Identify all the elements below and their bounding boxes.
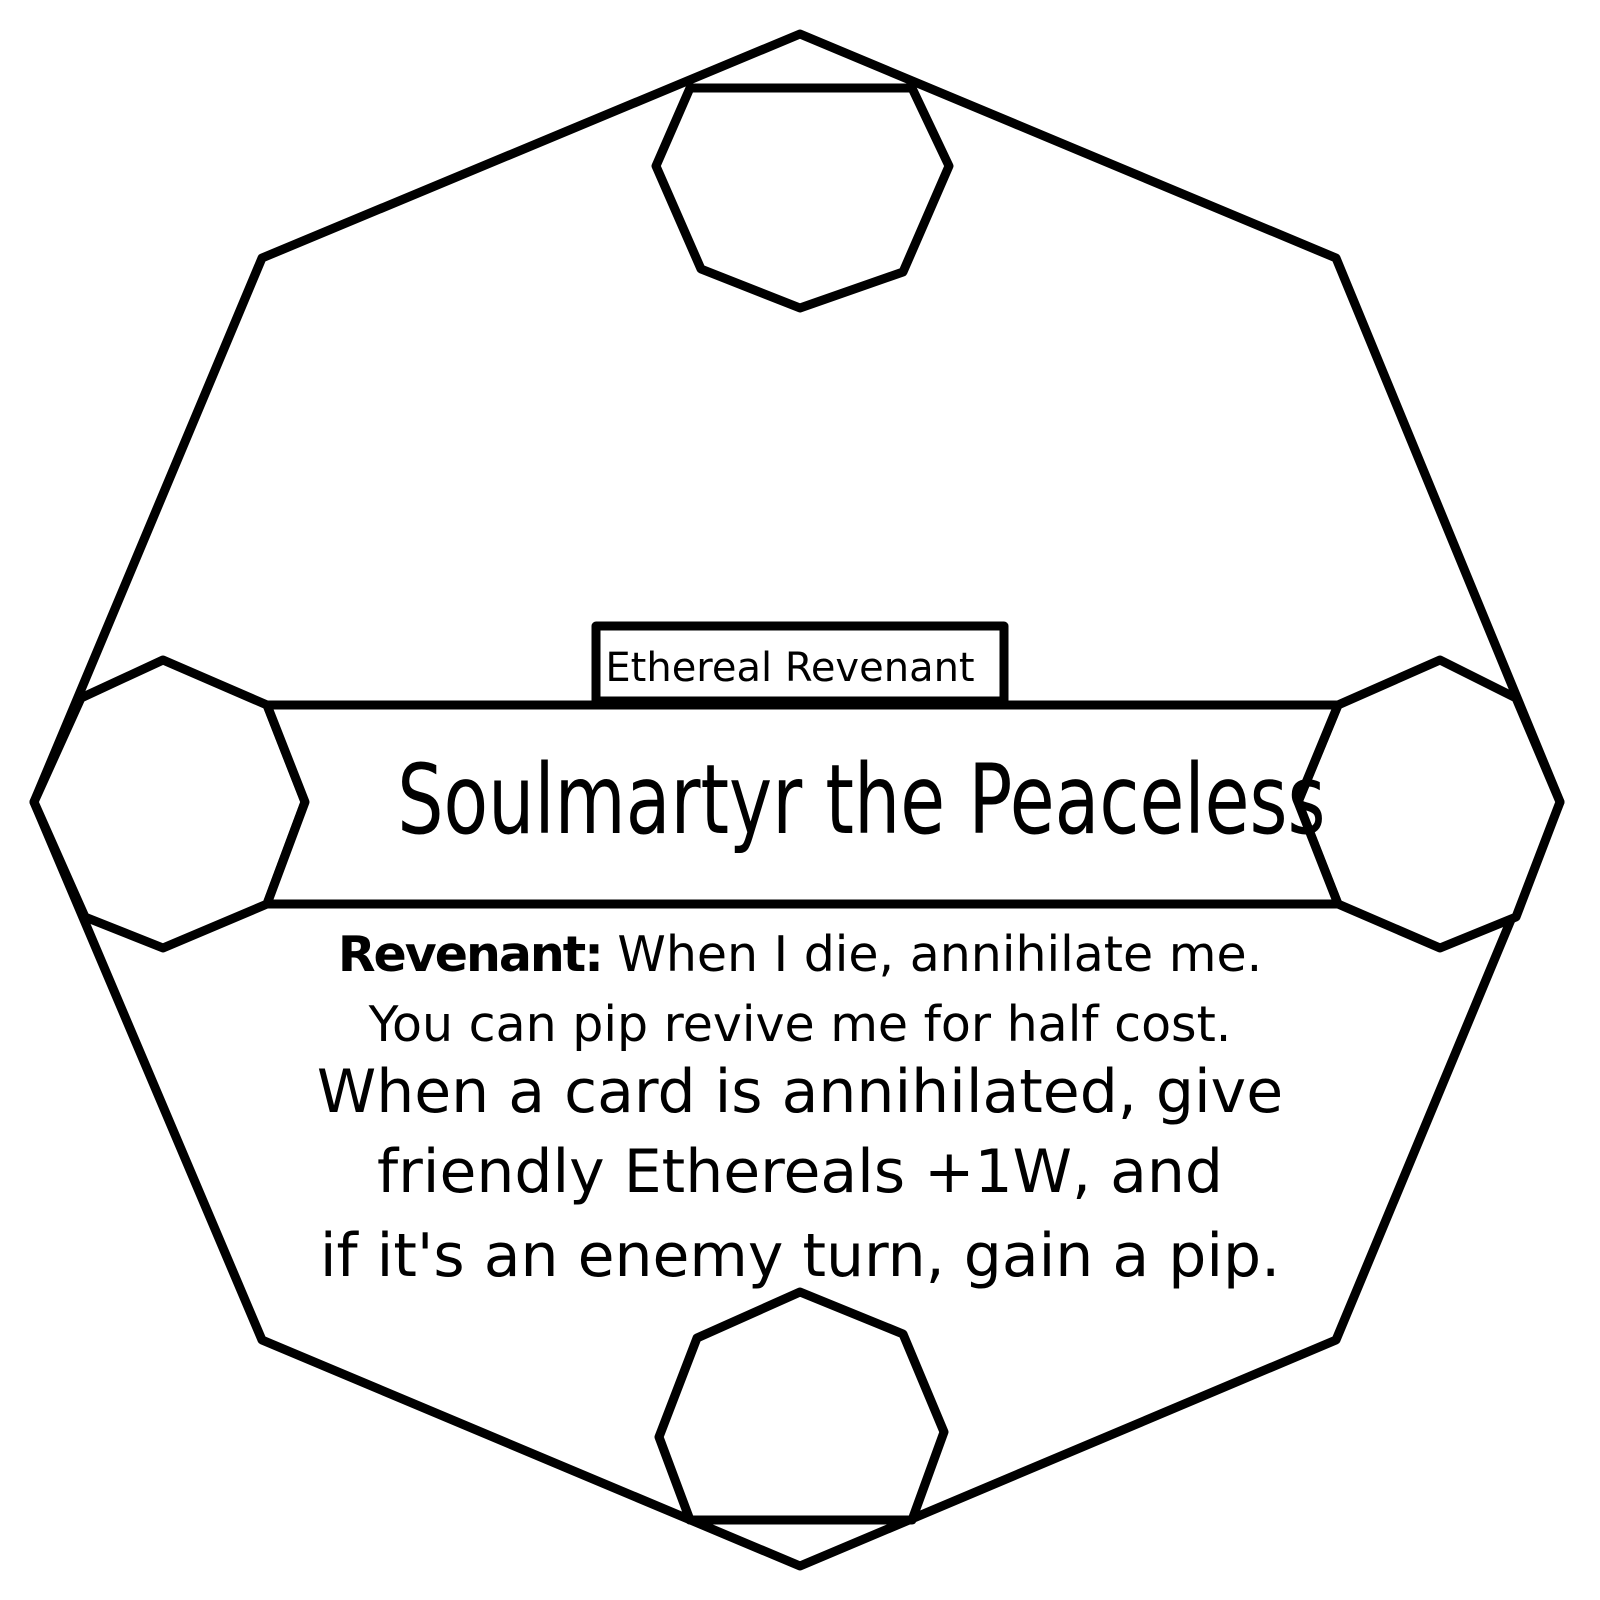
ability-line-1: Revenant: When I die, annihilate me.: [160, 930, 1440, 979]
ability-text: When I die, annihilate me.: [602, 926, 1262, 983]
effect-line-2: friendly Ethereals +1W, and: [160, 1142, 1440, 1202]
bottom-slot-octagon: [659, 1292, 944, 1520]
ability-line-2: You can pip revive me for half cost.: [160, 1000, 1440, 1049]
ability-keyword: Revenant:: [338, 926, 602, 983]
type-label: Ethereal Revenant: [590, 648, 990, 688]
effect-line-3: if it's an enemy turn, gain a pip.: [160, 1226, 1440, 1286]
top-slot-octagon: [656, 88, 949, 308]
card-name: Soulmartyr the Peaceless: [397, 752, 1203, 848]
effect-line-1: When a card is annihilated, give: [160, 1062, 1440, 1122]
